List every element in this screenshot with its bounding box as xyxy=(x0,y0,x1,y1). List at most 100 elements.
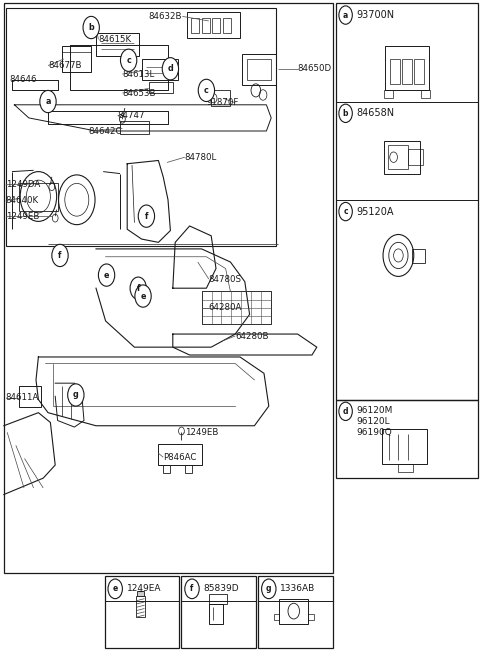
Text: 1249DA: 1249DA xyxy=(6,180,40,189)
Circle shape xyxy=(138,205,155,227)
Text: f: f xyxy=(144,212,148,221)
Bar xyxy=(336,3,478,400)
Bar xyxy=(158,444,202,465)
Bar xyxy=(19,183,58,211)
Text: d: d xyxy=(343,407,348,416)
Bar xyxy=(212,18,220,33)
Text: f: f xyxy=(190,584,194,593)
Text: e: e xyxy=(140,291,146,301)
Bar xyxy=(421,90,430,98)
Text: e: e xyxy=(113,584,118,593)
Bar xyxy=(120,121,149,134)
Bar xyxy=(274,614,279,620)
Bar xyxy=(6,8,276,246)
Bar xyxy=(258,576,333,648)
Text: 93700N: 93700N xyxy=(356,10,394,20)
Text: 1249EB: 1249EB xyxy=(185,428,218,437)
Circle shape xyxy=(52,244,68,267)
Text: 96120L: 96120L xyxy=(356,417,390,426)
Bar xyxy=(388,145,408,169)
Circle shape xyxy=(262,579,276,599)
Circle shape xyxy=(339,104,352,122)
Bar xyxy=(242,54,276,85)
Text: 1336AB: 1336AB xyxy=(280,584,315,593)
Bar xyxy=(385,46,429,90)
Text: 1249EA: 1249EA xyxy=(127,584,161,593)
Text: a: a xyxy=(45,97,51,106)
Text: 84613L: 84613L xyxy=(122,69,155,79)
Circle shape xyxy=(185,579,199,599)
Bar xyxy=(336,400,478,478)
Text: c: c xyxy=(204,86,209,95)
Bar xyxy=(191,18,199,33)
Text: b: b xyxy=(88,23,94,32)
Text: g: g xyxy=(73,390,79,400)
Circle shape xyxy=(120,49,137,71)
Text: 64280B: 64280B xyxy=(235,331,269,341)
Bar xyxy=(390,59,400,84)
Text: 84646: 84646 xyxy=(10,75,37,84)
Text: 91870F: 91870F xyxy=(206,98,239,107)
Bar xyxy=(185,465,192,473)
Text: 84640K: 84640K xyxy=(6,196,39,205)
Text: 84611A: 84611A xyxy=(6,393,39,402)
Text: d: d xyxy=(168,64,173,73)
Text: c: c xyxy=(126,56,131,65)
Bar xyxy=(105,576,179,648)
Bar xyxy=(163,465,170,473)
Text: f: f xyxy=(136,284,140,293)
Bar xyxy=(202,18,210,33)
Bar xyxy=(4,3,333,573)
Text: f: f xyxy=(58,251,62,260)
Bar xyxy=(187,12,240,38)
Bar xyxy=(136,596,145,617)
Bar xyxy=(211,90,230,106)
Bar xyxy=(181,576,256,648)
Text: 84650D: 84650D xyxy=(298,64,332,73)
Circle shape xyxy=(339,202,352,221)
Bar xyxy=(149,82,173,93)
Circle shape xyxy=(339,402,352,421)
Bar xyxy=(412,249,425,263)
Text: b: b xyxy=(343,109,348,118)
Bar xyxy=(384,90,393,98)
Bar xyxy=(308,614,314,620)
Bar xyxy=(209,594,227,604)
Text: 84642C: 84642C xyxy=(89,126,122,136)
Text: 96190Q: 96190Q xyxy=(356,428,392,437)
Circle shape xyxy=(339,6,352,24)
Circle shape xyxy=(83,16,99,39)
Text: a: a xyxy=(343,10,348,20)
Text: 96120M: 96120M xyxy=(356,405,393,415)
Bar xyxy=(96,33,139,56)
Text: 85839D: 85839D xyxy=(204,584,239,593)
Bar xyxy=(414,59,424,84)
Text: 84653B: 84653B xyxy=(122,88,156,98)
Text: 84615K: 84615K xyxy=(98,35,132,44)
Text: 84780S: 84780S xyxy=(209,274,242,284)
Text: 84677B: 84677B xyxy=(48,61,82,70)
Bar xyxy=(137,591,144,596)
Bar xyxy=(384,141,420,174)
Text: g: g xyxy=(266,584,272,593)
Bar xyxy=(382,429,427,464)
Circle shape xyxy=(198,79,215,102)
Circle shape xyxy=(108,579,122,599)
Text: 84658N: 84658N xyxy=(356,108,394,119)
Text: 84780L: 84780L xyxy=(185,153,217,162)
Bar xyxy=(19,386,41,407)
Bar xyxy=(209,604,223,624)
Circle shape xyxy=(135,285,151,307)
Text: 64280A: 64280A xyxy=(209,303,242,312)
Text: 84747: 84747 xyxy=(118,111,145,121)
Circle shape xyxy=(162,58,179,80)
Bar xyxy=(223,18,231,33)
Bar xyxy=(142,59,178,80)
Text: 95120A: 95120A xyxy=(356,206,394,217)
Bar xyxy=(62,46,91,72)
Bar xyxy=(398,464,413,472)
Circle shape xyxy=(98,264,115,286)
Circle shape xyxy=(68,384,84,406)
Bar xyxy=(408,149,423,165)
Bar xyxy=(279,599,308,624)
